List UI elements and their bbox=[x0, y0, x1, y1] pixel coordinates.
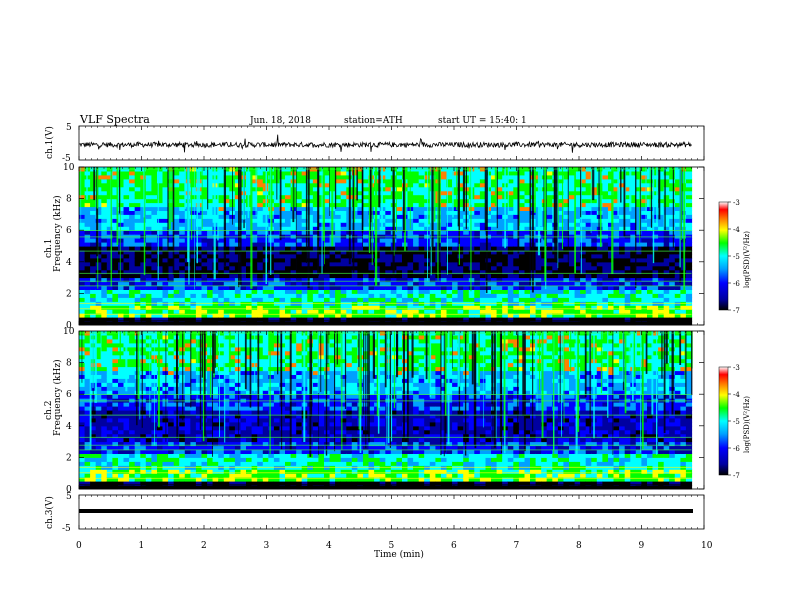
ch1-waveform-ylabel: ch.1(V) bbox=[44, 126, 55, 159]
colorbar-tick-label: -4 bbox=[733, 391, 740, 399]
ch1-waveform-panel: 5 -5 ch.1(V) bbox=[44, 123, 704, 164]
x-tick-label: 6 bbox=[451, 541, 457, 551]
colorbar-tick-label: -6 bbox=[733, 445, 740, 453]
ch2-colorbar: -3 -4 -5 -6 -7 log(PSD)(V²/Hz) bbox=[719, 364, 751, 480]
x-tick-label: 4 bbox=[326, 541, 332, 551]
colorbar-tick-label: -3 bbox=[733, 364, 740, 372]
freq-tick-label: 2 bbox=[66, 453, 72, 463]
ch2-colorbar-scale bbox=[719, 367, 728, 475]
ch2-spectrogram-image bbox=[79, 331, 693, 490]
figure-title: VLF Spectra bbox=[79, 113, 150, 126]
colorbar-tick-label: -7 bbox=[733, 307, 740, 315]
freq-tick-label: 6 bbox=[66, 390, 72, 400]
x-tick-label: 10 bbox=[701, 541, 713, 551]
freq-tick-label: 6 bbox=[66, 226, 72, 236]
ch1-colorbar-ticks: -3 -4 -5 -6 -7 bbox=[728, 199, 740, 315]
header-start-time: start UT = 15:40: 1 bbox=[438, 116, 527, 126]
freq-tick-label: 10 bbox=[63, 327, 75, 337]
x-tick-label: 0 bbox=[76, 541, 82, 551]
x-tick-label: 9 bbox=[639, 541, 645, 551]
ch3-waveform-ylabel: ch.3(V) bbox=[44, 496, 55, 529]
ch1-spectrogram-ylabel: Frequency (kHz) bbox=[52, 195, 63, 272]
freq-tick-label: 4 bbox=[66, 422, 72, 432]
x-tick-label: 1 bbox=[139, 541, 145, 551]
ch1-ytick-top: 5 bbox=[66, 123, 72, 133]
ch2-spectrogram-ylabel: Frequency (kHz) bbox=[52, 359, 63, 436]
x-tick-label: 7 bbox=[514, 541, 520, 551]
ch1-spectrogram-image bbox=[79, 167, 692, 326]
ch3-waveform-line bbox=[79, 509, 693, 513]
ch2-colorbar-ticks: -3 -4 -5 -6 -7 bbox=[728, 364, 740, 480]
ch2-colorbar-label: log(PSD)(V²/Hz) bbox=[743, 396, 751, 453]
ch1-colorbar-label: log(PSD)(V²/Hz) bbox=[743, 231, 751, 288]
colorbar-tick-label: -3 bbox=[733, 199, 740, 207]
x-tick-label: 8 bbox=[576, 541, 582, 551]
header-date: Jun. 18, 2018 bbox=[249, 116, 311, 126]
ch3-waveform-panel: 5 -5 ch.3(V) bbox=[44, 492, 704, 534]
colorbar-tick-label: -7 bbox=[733, 472, 740, 480]
colorbar-tick-label: -5 bbox=[733, 418, 740, 426]
freq-tick-label: 2 bbox=[66, 289, 72, 299]
header-station: station=ATH bbox=[344, 116, 403, 126]
x-tick-label: 3 bbox=[264, 541, 270, 551]
freq-tick-label: 10 bbox=[63, 163, 75, 173]
x-axis-label: Time (min) bbox=[374, 549, 424, 560]
ch1-waveform-line bbox=[79, 135, 692, 153]
ch1-colorbar-scale bbox=[719, 202, 728, 310]
x-tick-label: 2 bbox=[201, 541, 207, 551]
colorbar-tick-label: -4 bbox=[733, 226, 740, 234]
freq-tick-label: 4 bbox=[66, 258, 72, 268]
ch3-ytick-bottom: -5 bbox=[62, 524, 71, 534]
colorbar-tick-label: -5 bbox=[733, 253, 740, 261]
ch3-ytick-top: 5 bbox=[66, 492, 72, 502]
colorbar-tick-label: -6 bbox=[733, 280, 740, 288]
ch1-colorbar: -3 -4 -5 -6 -7 log(PSD)(V²/Hz) bbox=[719, 199, 751, 315]
freq-tick-label: 8 bbox=[66, 195, 72, 205]
freq-tick-label: 8 bbox=[66, 359, 72, 369]
